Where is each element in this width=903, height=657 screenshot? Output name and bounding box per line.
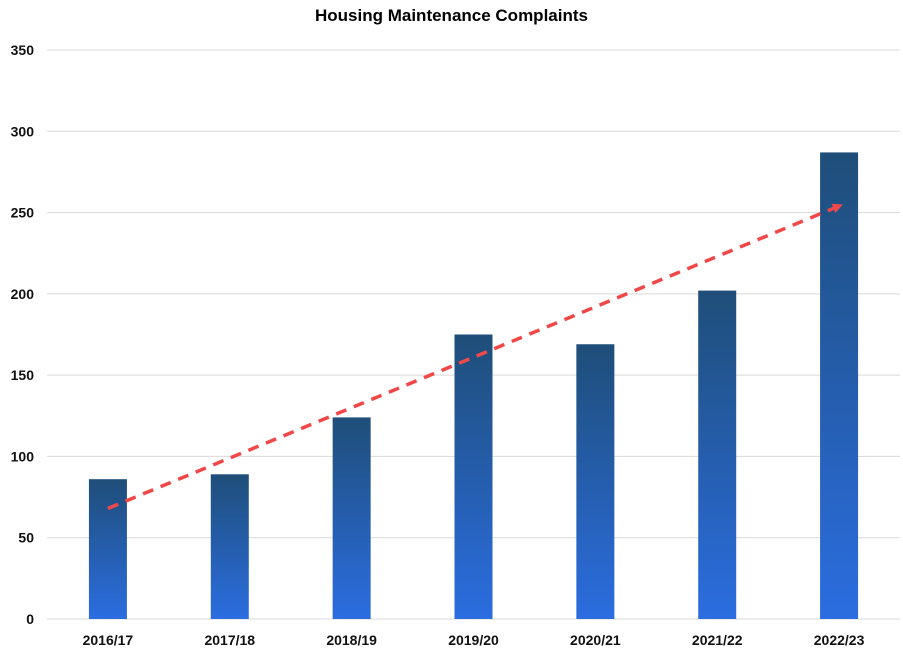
bar xyxy=(210,474,249,619)
y-axis: 0 50 100 150 200 250 300 350 xyxy=(11,42,35,627)
bars xyxy=(88,152,859,620)
x-tick-label: 2019/20 xyxy=(448,632,499,648)
y-tick-label: 250 xyxy=(11,205,35,221)
y-tick-label: 50 xyxy=(18,530,34,546)
x-axis: 2016/17 2017/18 2018/19 2019/20 2020/21 2021/… xyxy=(83,632,865,648)
y-tick-label: 150 xyxy=(11,367,35,383)
bar xyxy=(576,344,615,619)
x-tick-label: 2016/17 xyxy=(83,632,134,648)
y-tick-label: 300 xyxy=(11,123,35,139)
x-tick-label: 2020/21 xyxy=(570,632,621,648)
y-tick-label: 0 xyxy=(26,611,34,627)
y-tick-label: 200 xyxy=(11,286,35,302)
y-tick-label: 100 xyxy=(11,448,35,464)
bar xyxy=(88,479,127,619)
bar xyxy=(454,334,493,619)
bar xyxy=(820,152,859,620)
bar xyxy=(332,417,371,619)
chart-title: Housing Maintenance Complaints xyxy=(315,6,588,25)
y-tick-label: 350 xyxy=(11,42,35,58)
x-tick-label: 2018/19 xyxy=(326,632,377,648)
x-tick-label: 2017/18 xyxy=(204,632,255,648)
bar xyxy=(698,290,737,619)
x-tick-label: 2022/23 xyxy=(814,632,865,648)
x-tick-label: 2021/22 xyxy=(692,632,743,648)
